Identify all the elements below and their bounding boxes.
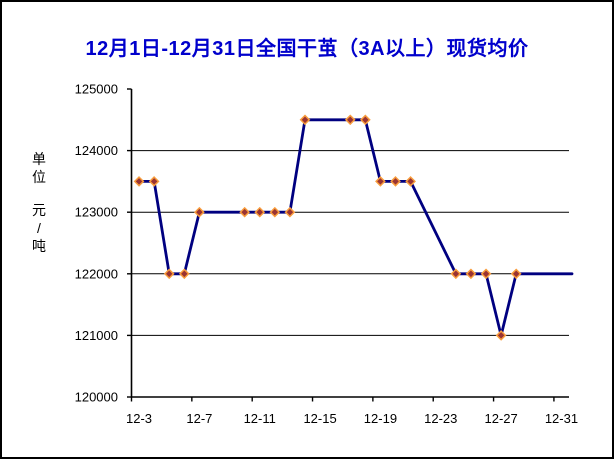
x-tick-label: 12-31 xyxy=(545,411,578,426)
data-point-marker xyxy=(269,206,281,218)
data-point-marker xyxy=(495,330,507,341)
data-point-marker xyxy=(405,176,416,187)
data-point-marker xyxy=(254,206,266,218)
axis-lines xyxy=(130,89,569,398)
data-point-marker xyxy=(450,268,462,280)
chart-title: 12月1日-12月31日全国干茧（3A以上）现货均价 xyxy=(85,38,529,60)
y-tick-label: 122000 xyxy=(75,266,118,281)
data-point-marker xyxy=(163,268,175,280)
x-tick-label: 12-19 xyxy=(364,411,397,426)
data-point-marker xyxy=(299,114,311,126)
y-axis-title-char: 单 xyxy=(32,151,46,167)
data-point-marker xyxy=(465,268,477,280)
data-point-marker xyxy=(375,176,386,187)
y-tick-label: 120000 xyxy=(75,390,118,405)
data-point-marker xyxy=(344,114,356,126)
x-tick-label: 12-27 xyxy=(484,411,517,426)
x-tick-label: 12-11 xyxy=(244,411,276,426)
data-point-marker xyxy=(510,268,522,280)
y-tick-label: 124000 xyxy=(75,143,118,158)
x-tick-label: 12-15 xyxy=(303,411,336,426)
data-point-marker xyxy=(359,114,371,126)
data-point-marker xyxy=(194,206,205,218)
y-axis-title: 单位元 / 吨 xyxy=(30,152,48,253)
y-tick-label: 125000 xyxy=(75,82,118,97)
x-tick-label: 12-23 xyxy=(424,411,457,426)
y-axis-title-char: 元 xyxy=(32,202,46,218)
data-point-marker xyxy=(178,268,190,280)
data-point-marker xyxy=(390,176,401,187)
price-line xyxy=(137,118,574,337)
y-axis-title-char: 吨 xyxy=(32,238,46,254)
y-tick-label: 123000 xyxy=(75,205,118,220)
data-point-marker xyxy=(239,206,251,218)
data-point-marker xyxy=(148,176,160,187)
y-axis-title-char: / xyxy=(37,220,41,236)
y-axis-title-char: 位 xyxy=(32,169,46,185)
y-tick-label: 121000 xyxy=(75,328,118,343)
x-tick-label: 12-7 xyxy=(186,411,212,426)
data-point-marker xyxy=(480,268,492,280)
data-point-marker xyxy=(133,176,145,187)
data-point-marker xyxy=(284,206,296,218)
x-tick-label: 12-3 xyxy=(126,411,152,426)
